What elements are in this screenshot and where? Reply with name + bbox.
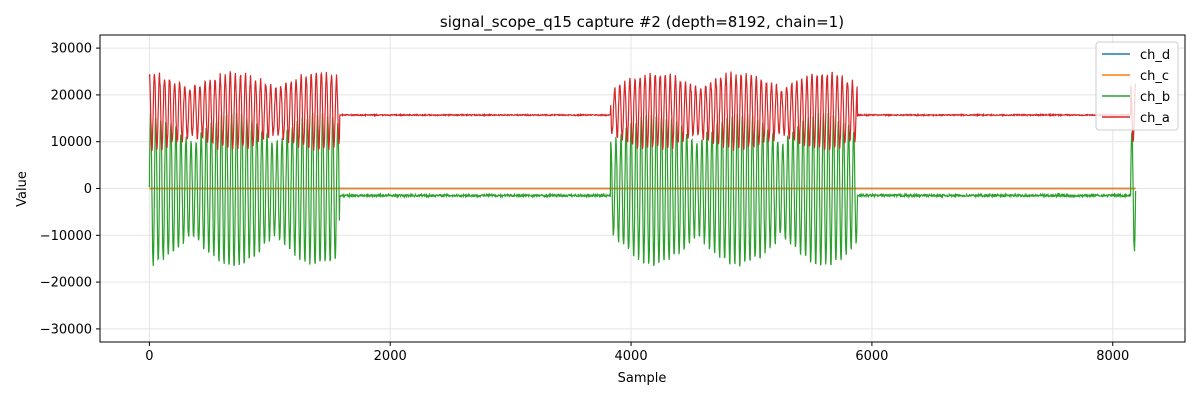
x-tick-label: 6000	[855, 349, 888, 364]
legend-label-ch_d: ch_d	[1140, 48, 1170, 63]
y-tick-label: 10000	[51, 135, 92, 150]
x-tick-label: 0	[145, 349, 153, 364]
series-line-ch_b	[148, 112, 1137, 267]
ticks: 0 2000 4000 6000 8000 −30000 −20000 −10000 0 1000…	[40, 42, 1130, 364]
series-line-ch_a	[148, 71, 1137, 152]
legend: ch_d ch_c ch_b ch_a	[1095, 41, 1179, 131]
legend-label-ch_a: ch_a	[1140, 111, 1170, 126]
y-tick-label: 0	[84, 182, 92, 197]
y-tick-label: 20000	[51, 88, 92, 103]
y-tick-label: −30000	[40, 322, 92, 337]
x-axis-label: Sample	[618, 371, 667, 386]
x-tick-label: 2000	[374, 349, 407, 364]
y-tick-label: −10000	[40, 229, 92, 244]
x-tick-label: 8000	[1096, 349, 1129, 364]
x-tick-label: 4000	[615, 349, 648, 364]
legend-label-ch_b: ch_b	[1140, 90, 1170, 105]
y-tick-label: 30000	[51, 42, 92, 57]
chart-title: signal_scope_q15 capture #2 (depth=8192,…	[440, 13, 844, 32]
legend-box	[1095, 41, 1179, 131]
series-lines	[148, 71, 1137, 267]
legend-label-ch_c: ch_c	[1140, 69, 1169, 84]
y-tick-label: −20000	[40, 276, 92, 291]
y-axis-label: Value	[15, 171, 30, 207]
